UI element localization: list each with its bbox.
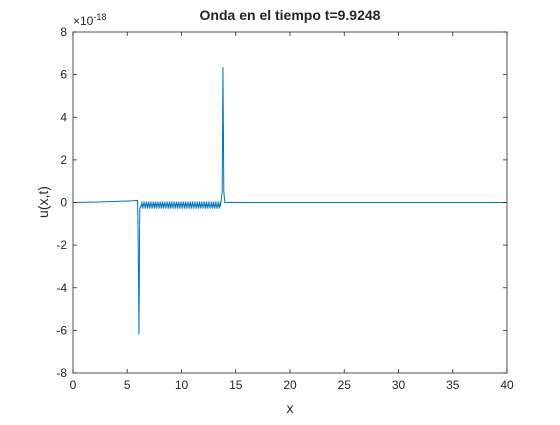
- chart-title: Onda en el tiempo t=9.9248: [200, 7, 381, 23]
- y-tick-label: -6: [56, 323, 67, 337]
- y-exponent-label: ×10-18: [73, 12, 106, 28]
- x-tick-label: 10: [175, 378, 189, 392]
- y-tick-label: 0: [60, 196, 67, 210]
- y-tick-label: -2: [56, 238, 67, 252]
- y-tick-label: 2: [60, 153, 67, 167]
- y-tick-label: -8: [56, 366, 67, 380]
- x-tick-label: 0: [70, 378, 77, 392]
- y-tick-label: 8: [60, 25, 67, 39]
- x-tick-label: 5: [124, 378, 131, 392]
- x-axis-label: x: [287, 400, 294, 416]
- x-tick-label: 25: [338, 378, 352, 392]
- x-tick-label: 40: [500, 378, 514, 392]
- series-oscillation: [141, 201, 221, 209]
- x-tick-label: 20: [283, 378, 297, 392]
- y-axis-label: u(x,t): [35, 186, 51, 218]
- exponent-power: -18: [93, 12, 106, 22]
- x-tick-label: 30: [392, 378, 406, 392]
- tick-layer: 0 5 10 15 20 25 30 35 40 -8 -6 -4 -2 0 2 4 6 8: [56, 25, 514, 392]
- y-tick-label: 4: [60, 110, 67, 124]
- y-tick-label: 6: [60, 68, 67, 82]
- x-tick-label: 15: [229, 378, 243, 392]
- y-tick-label: -4: [56, 281, 67, 295]
- x-tick-label: 35: [446, 378, 460, 392]
- exponent-base: ×10: [73, 14, 94, 28]
- series-layer: [72, 67, 507, 335]
